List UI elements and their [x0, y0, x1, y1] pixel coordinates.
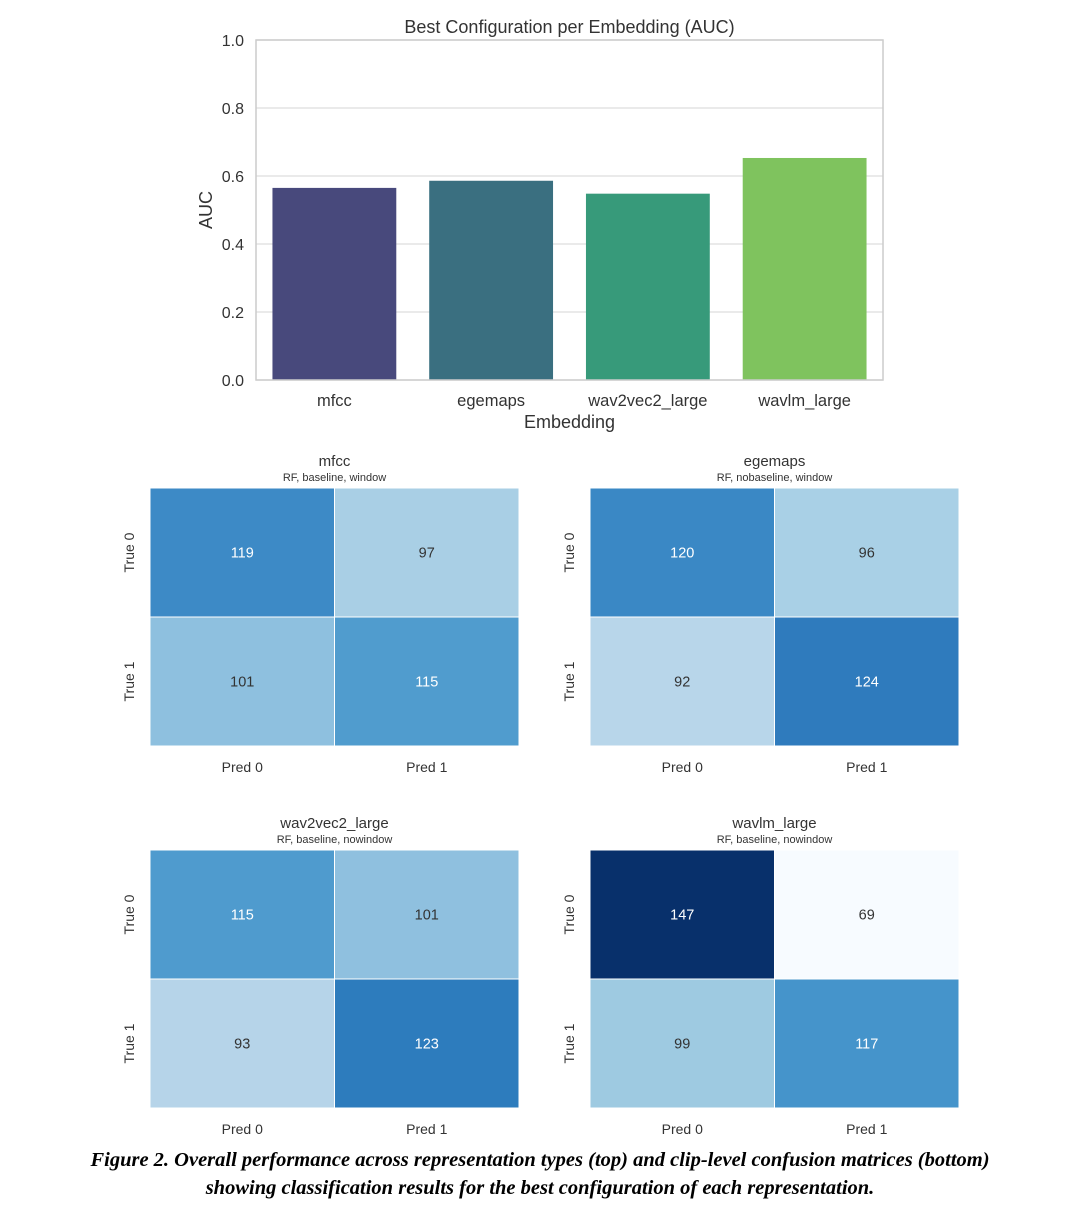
- cm-col-label-egemaps-1: Pred 1: [846, 759, 887, 775]
- cm-value-egemaps-r0-c1: 96: [859, 546, 875, 562]
- plot-frame: [255, 39, 884, 381]
- cm-value-mfcc-r0-c0: 119: [231, 546, 254, 562]
- cm-value-egemaps-r1-c1: 124: [855, 675, 879, 691]
- cm-cell-egemaps-r0-c0: [589, 487, 775, 618]
- x-axis-label: Embedding: [524, 412, 615, 432]
- cm-cell-egemaps-r1-c0: [589, 616, 775, 747]
- y-tick-label-0-2: 0.2: [222, 305, 244, 322]
- cm-row-label-wav2vec2-large-0: True 0: [121, 894, 137, 934]
- y-tick-label-0-8: 0.8: [222, 101, 244, 118]
- y-tick-label-0-0: 0.0: [222, 373, 244, 390]
- cm-value-wavlm-large-r1-c1: 117: [855, 1037, 878, 1053]
- cm-value-egemaps-r0-c0: 120: [670, 546, 694, 562]
- cm-subtitle-wav2vec2-large: RF, baseline, nowindow: [277, 834, 393, 846]
- cm-row-label-mfcc-1: True 1: [121, 661, 137, 701]
- cm-value-wav2vec2-large-r1-c0: 93: [234, 1037, 250, 1053]
- bar-wavlm-large: [742, 157, 867, 380]
- caption-line-2: showing classification results for the b…: [205, 1177, 875, 1199]
- cm-col-label-wav2vec2-large-0: Pred 0: [222, 1121, 263, 1137]
- cm-cell-wavlm-large-r0-c1: [774, 849, 960, 980]
- confusion-matrix-wav2vec2-large: wav2vec2_large RF, baseline, nowindow 115 1…: [121, 815, 520, 1137]
- bar-egemaps: [429, 180, 554, 380]
- cm-value-mfcc-r1-c0: 101: [230, 675, 254, 691]
- cm-value-mfcc-r0-c1: 97: [419, 546, 435, 562]
- cm-cell-mfcc-r1-c0: [149, 616, 335, 747]
- cm-value-egemaps-r1-c0: 92: [674, 675, 690, 691]
- cm-row-label-mfcc-0: True 0: [121, 532, 137, 572]
- cm-col-label-mfcc-0: Pred 0: [222, 759, 263, 775]
- cm-row-label-wav2vec2-large-1: True 1: [121, 1023, 137, 1063]
- caption-line-1: Figure 2. Overall performance across rep…: [90, 1149, 990, 1171]
- cm-subtitle-wavlm-large: RF, baseline, nowindow: [717, 834, 833, 846]
- cm-col-label-egemaps-0: Pred 0: [662, 759, 703, 775]
- cm-col-label-wav2vec2-large-1: Pred 1: [406, 1121, 447, 1137]
- cm-cell-wav2vec2-large-r1-c1: [334, 978, 520, 1109]
- bar-chart-title: Best Configuration per Embedding (AUC): [404, 17, 734, 37]
- cm-cell-egemaps-r0-c1: [774, 487, 960, 618]
- cm-col-label-wavlm-large-0: Pred 0: [662, 1121, 703, 1137]
- cm-cell-mfcc-r0-c1: [334, 487, 520, 618]
- cm-cell-wav2vec2-large-r0-c1: [334, 849, 520, 980]
- auc-bar-chart: 0.0 0.2 0.4 0.6 0.8 1.0 mfcc egemaps wav2vec2_la…: [196, 17, 884, 432]
- cm-value-wav2vec2-large-r1-c1: 123: [415, 1037, 439, 1053]
- cm-row-label-wavlm-large-0: True 0: [561, 894, 577, 934]
- y-tick-label-1-0: 1.0: [222, 33, 244, 50]
- confusion-matrix-mfcc: mfcc RF, baseline, window 119 97 True 0 101 11…: [121, 453, 520, 775]
- confusion-matrix-wavlm-large: wavlm_large RF, baseline, nowindow 147 69 Tr…: [561, 815, 960, 1137]
- cm-value-wavlm-large-r0-c1: 69: [859, 908, 875, 924]
- cm-row-label-egemaps-1: True 1: [561, 661, 577, 701]
- cm-title-wavlm-large: wavlm_large: [731, 815, 816, 832]
- cm-value-mfcc-r1-c1: 115: [415, 675, 438, 691]
- x-tick-label-wavlm-large: wavlm_large: [757, 392, 851, 410]
- cm-value-wavlm-large-r0-c0: 147: [670, 908, 694, 924]
- cm-title-wav2vec2-large: wav2vec2_large: [279, 815, 388, 832]
- cm-value-wavlm-large-r1-c0: 99: [674, 1037, 690, 1053]
- bar-mfcc: [272, 187, 397, 380]
- cm-cell-wavlm-large-r0-c0: [589, 849, 775, 980]
- cm-col-label-mfcc-1: Pred 1: [406, 759, 447, 775]
- figure-caption: Figure 2. Overall performance across rep…: [0, 1146, 1080, 1202]
- bar-wav2vec2-large: [585, 193, 710, 380]
- y-tick-label-0-4: 0.4: [222, 237, 244, 254]
- cm-cell-wav2vec2-large-r0-c0: [149, 849, 335, 980]
- cm-subtitle-egemaps: RF, nobaseline, window: [717, 472, 833, 484]
- cm-title-mfcc: mfcc: [319, 453, 351, 470]
- y-axis-label: AUC: [196, 191, 216, 229]
- cm-row-label-egemaps-0: True 0: [561, 532, 577, 572]
- confusion-matrix-egemaps: egemaps RF, nobaseline, window 120 96 True 0…: [561, 453, 960, 775]
- cm-subtitle-mfcc: RF, baseline, window: [283, 472, 386, 484]
- cm-cell-wavlm-large-r1-c1: [774, 978, 960, 1109]
- x-tick-label-wav2vec2-large: wav2vec2_large: [587, 392, 707, 410]
- cm-cell-wav2vec2-large-r1-c0: [149, 978, 335, 1109]
- cm-value-wav2vec2-large-r0-c0: 115: [231, 908, 254, 924]
- cm-row-label-wavlm-large-1: True 1: [561, 1023, 577, 1063]
- x-tick-label-mfcc: mfcc: [317, 392, 352, 410]
- cm-title-egemaps: egemaps: [744, 453, 806, 470]
- cm-col-label-wavlm-large-1: Pred 1: [846, 1121, 887, 1137]
- x-tick-label-egemaps: egemaps: [457, 392, 525, 410]
- cm-cell-egemaps-r1-c1: [774, 616, 960, 747]
- cm-cell-mfcc-r1-c1: [334, 616, 520, 747]
- y-tick-label-0-6: 0.6: [222, 169, 244, 186]
- cm-value-wav2vec2-large-r0-c1: 101: [415, 908, 439, 924]
